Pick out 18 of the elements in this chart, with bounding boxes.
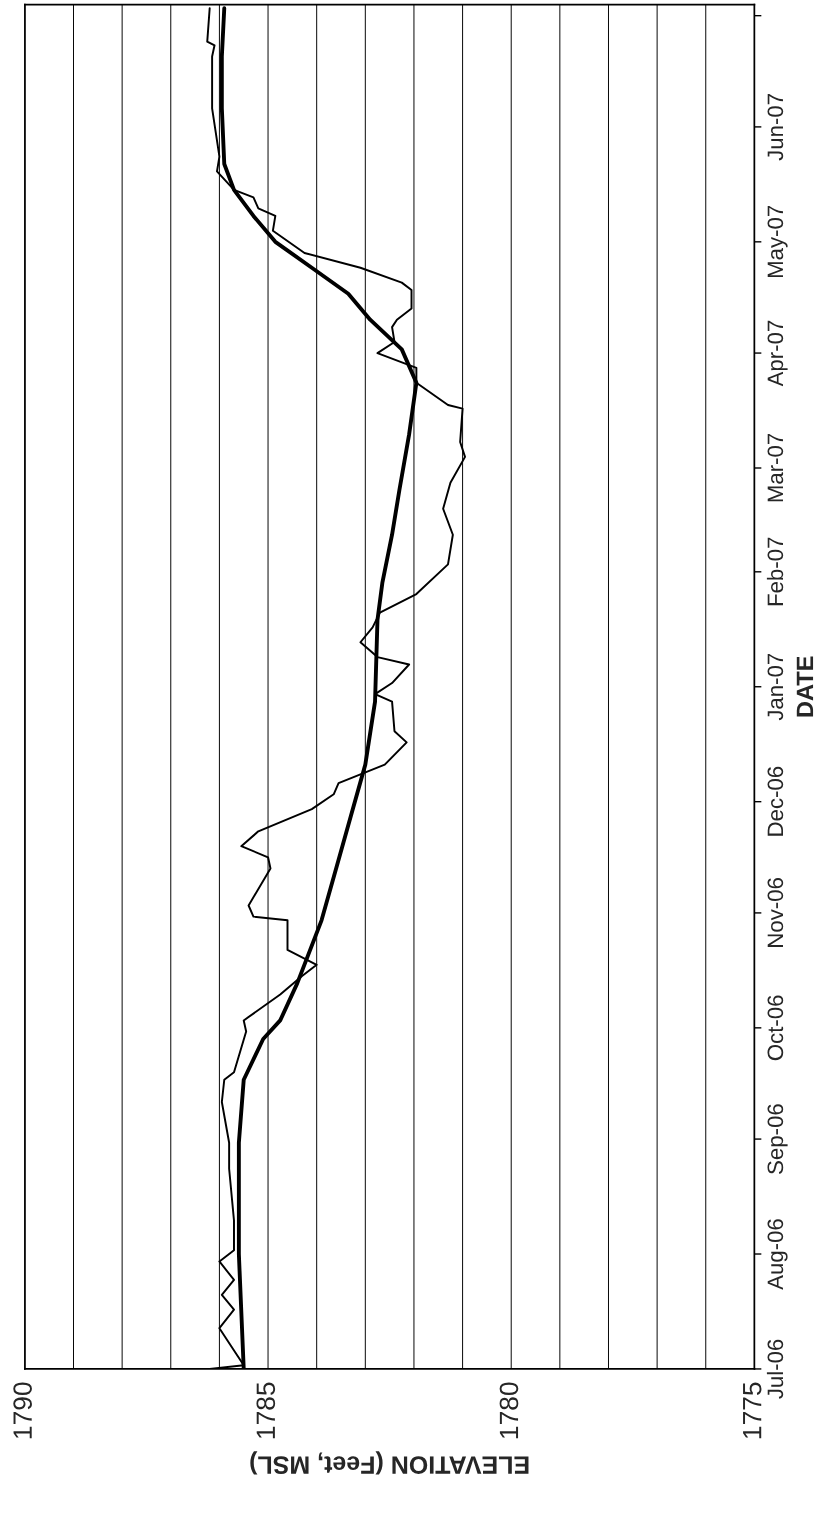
- x-tick-label: 1785: [256, 1382, 276, 1439]
- y-tick-label: Apr-07: [767, 320, 788, 387]
- x-axis-title: ELEVATION (Feet, MSL): [250, 1451, 529, 1475]
- y-tick-label: Nov-06: [767, 878, 784, 947]
- y-tick-label: Jan-07: [767, 653, 784, 721]
- y-tick-label: Dec-06: [767, 766, 784, 836]
- y-tick-label: May-07: [767, 205, 788, 278]
- y-tick-label: Feb-07: [766, 537, 784, 606]
- y-tick-label: Jun-07: [767, 94, 784, 161]
- x-tick-label: 1780: [499, 1382, 519, 1439]
- x-tick-label: 1775: [743, 1382, 762, 1439]
- y-tick-label: Aug-06: [767, 1219, 788, 1290]
- y-tick-label: Jul-06: [766, 1339, 784, 1399]
- y-tick-label: Sep-06: [767, 1104, 788, 1174]
- y-tick-label: Oct-06: [767, 995, 784, 1061]
- y-axis-title: DATE: [796, 656, 814, 717]
- y-tick-label: Mar-07: [767, 433, 784, 502]
- x-tick-label: 1790: [13, 1382, 32, 1439]
